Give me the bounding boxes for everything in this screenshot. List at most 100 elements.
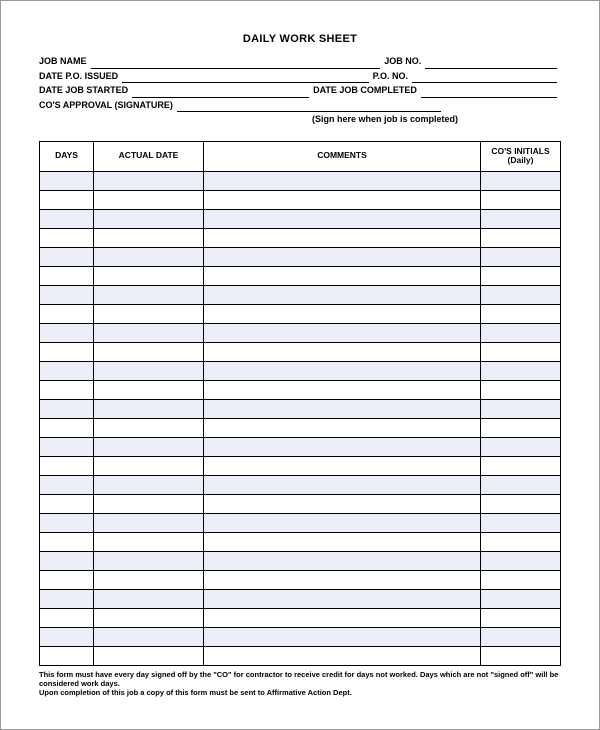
footnote: This form must have every day signed off… <box>39 670 561 698</box>
table-row <box>40 513 561 532</box>
table-row <box>40 266 561 285</box>
table-cell <box>40 551 94 570</box>
table-cell <box>481 266 561 285</box>
table-cell <box>40 589 94 608</box>
col-header-actual-date: ACTUAL DATE <box>94 141 204 171</box>
table-cell <box>94 190 204 209</box>
footnote-line1: This form must have every day signed off… <box>39 670 561 689</box>
table-cell <box>40 437 94 456</box>
job-name-label: JOB NAME <box>39 55 87 69</box>
table-cell <box>481 209 561 228</box>
table-cell <box>40 228 94 247</box>
table-cell <box>204 285 481 304</box>
table-cell <box>94 551 204 570</box>
table-cell <box>40 380 94 399</box>
table-row <box>40 551 561 570</box>
table-cell <box>94 304 204 323</box>
cos-approval-line <box>177 102 441 112</box>
header-row-1: JOB NAME JOB NO. <box>39 55 561 69</box>
table-cell <box>40 475 94 494</box>
table-cell <box>94 437 204 456</box>
table-cell <box>40 513 94 532</box>
table-cell <box>481 532 561 551</box>
footnote-line2: Upon completion of this job a copy of th… <box>39 688 561 697</box>
table-row <box>40 399 561 418</box>
col-header-days: DAYS <box>40 141 94 171</box>
table-cell <box>204 627 481 646</box>
table-cell <box>40 456 94 475</box>
table-row <box>40 304 561 323</box>
table-cell <box>204 399 481 418</box>
table-cell <box>481 627 561 646</box>
table-cell <box>204 304 481 323</box>
table-cell <box>40 399 94 418</box>
table-row <box>40 342 561 361</box>
table-cell <box>94 532 204 551</box>
table-cell <box>94 513 204 532</box>
sign-note: (Sign here when job is completed) <box>209 113 561 127</box>
table-row <box>40 608 561 627</box>
table-row <box>40 418 561 437</box>
table-cell <box>40 209 94 228</box>
table-cell <box>94 285 204 304</box>
job-no-label: JOB NO. <box>384 55 421 69</box>
table-row <box>40 361 561 380</box>
header-row-2: DATE P.O. ISSUED P.O. NO. <box>39 70 561 84</box>
date-po-issued-line <box>122 73 368 83</box>
date-job-completed-label: DATE JOB COMPLETED <box>313 84 417 98</box>
table-cell <box>481 190 561 209</box>
table-row <box>40 437 561 456</box>
table-cell <box>94 380 204 399</box>
work-sheet-table: DAYS ACTUAL DATE COMMENTS CO'S INITIALS … <box>39 141 561 666</box>
col-header-cos-initials: CO'S INITIALS (Daily) <box>481 141 561 171</box>
col-header-comments: COMMENTS <box>204 141 481 171</box>
table-cell <box>204 589 481 608</box>
table-cell <box>204 190 481 209</box>
table-cell <box>204 247 481 266</box>
job-no-line <box>425 59 557 69</box>
table-cell <box>481 342 561 361</box>
table-cell <box>94 228 204 247</box>
table-row <box>40 323 561 342</box>
table-cell <box>481 456 561 475</box>
table-cell <box>40 646 94 665</box>
table-row <box>40 456 561 475</box>
date-job-started-line <box>132 88 309 98</box>
table-cell <box>94 475 204 494</box>
po-no-line <box>412 73 557 83</box>
table-cell <box>40 285 94 304</box>
table-cell <box>94 570 204 589</box>
table-row <box>40 627 561 646</box>
table-row <box>40 532 561 551</box>
table-cell <box>204 380 481 399</box>
table-cell <box>94 646 204 665</box>
table-cell <box>94 247 204 266</box>
table-cell <box>40 247 94 266</box>
table-cell <box>204 323 481 342</box>
table-header-row: DAYS ACTUAL DATE COMMENTS CO'S INITIALS … <box>40 141 561 171</box>
header-row-3: DATE JOB STARTED DATE JOB COMPLETED <box>39 84 561 98</box>
table-cell <box>40 627 94 646</box>
table-cell <box>204 513 481 532</box>
table-cell <box>204 361 481 380</box>
job-name-line <box>91 59 381 69</box>
table-cell <box>40 190 94 209</box>
table-cell <box>40 266 94 285</box>
table-cell <box>481 285 561 304</box>
table-cell <box>204 570 481 589</box>
table-cell <box>481 418 561 437</box>
table-cell <box>481 608 561 627</box>
table-cell <box>204 266 481 285</box>
table-cell <box>204 456 481 475</box>
table-cell <box>40 608 94 627</box>
page-title: DAILY WORK SHEET <box>39 33 561 45</box>
table-cell <box>94 342 204 361</box>
table-cell <box>481 570 561 589</box>
table-cell <box>40 342 94 361</box>
table-body <box>40 171 561 665</box>
table-cell <box>40 171 94 190</box>
table-cell <box>481 323 561 342</box>
table-cell <box>94 608 204 627</box>
table-cell <box>94 266 204 285</box>
table-cell <box>481 475 561 494</box>
